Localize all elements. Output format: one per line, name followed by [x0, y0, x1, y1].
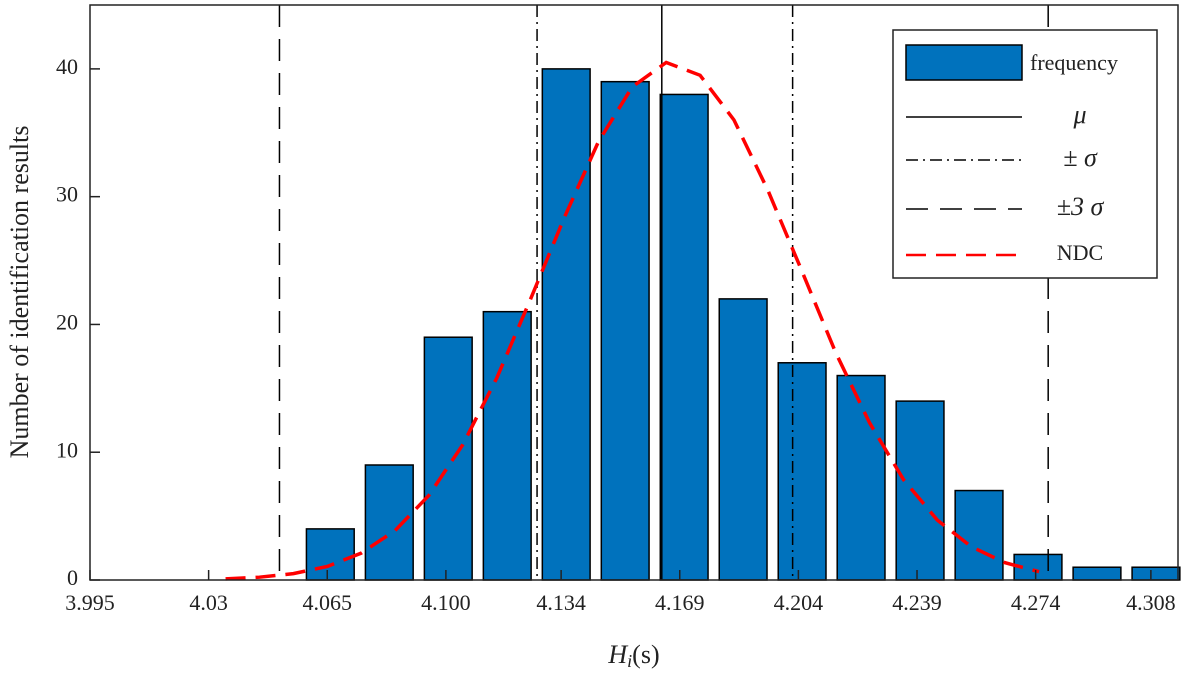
x-tick-label: 4.239: [892, 590, 942, 615]
legend-swatch: [905, 44, 1023, 81]
bar: [600, 80, 650, 581]
bar: [895, 400, 945, 581]
bar: [777, 362, 827, 581]
y-axis-label: Number of identification results: [5, 126, 34, 459]
x-tick-label: 4.134: [536, 590, 586, 615]
x-tick-label: 4.204: [774, 590, 824, 615]
x-axis-label-main: H: [607, 640, 628, 669]
y-tick-label: 40: [56, 54, 78, 79]
x-tick-label: 4.169: [655, 590, 705, 615]
x-tick-label: 3.995: [65, 590, 115, 615]
bar: [541, 68, 591, 581]
x-axis-label: Hi(s): [607, 640, 659, 671]
x-tick-label: 4.308: [1126, 590, 1176, 615]
bar: [1072, 566, 1122, 581]
bar: [836, 374, 886, 581]
x-axis-label-unit: (s): [632, 640, 659, 669]
bar: [1131, 566, 1181, 581]
legend-label: μ: [1072, 100, 1086, 129]
x-tick-label: 4.03: [189, 590, 228, 615]
legend-label: frequency: [1030, 50, 1118, 75]
legend-label: ± σ: [1063, 143, 1098, 172]
y-tick-label: 0: [67, 565, 78, 590]
bar: [364, 464, 414, 581]
x-tick-label: 4.065: [303, 590, 353, 615]
bar: [954, 489, 1004, 581]
y-tick-label: 10: [56, 437, 78, 462]
x-axis-label-sub: i: [627, 651, 632, 671]
x-tick-label: 4.274: [1011, 590, 1061, 615]
y-tick-label: 30: [56, 182, 78, 207]
plot-frame: [89, 4, 1179, 581]
bar: [305, 528, 355, 581]
x-tick-label: 4.100: [421, 590, 471, 615]
ndc-curve: [225, 60, 1040, 581]
bar: [659, 93, 709, 581]
bar: [718, 298, 768, 581]
bar: [423, 336, 473, 581]
legend-label: ±3 σ: [1057, 192, 1105, 221]
y-tick-label: 20: [56, 309, 78, 334]
legend-label: NDC: [1057, 240, 1103, 265]
